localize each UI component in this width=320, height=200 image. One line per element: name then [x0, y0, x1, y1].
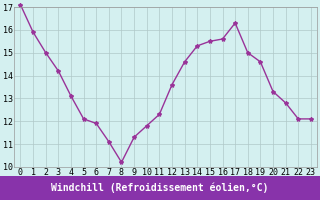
- Text: Windchill (Refroidissement éolien,°C): Windchill (Refroidissement éolien,°C): [51, 183, 269, 193]
